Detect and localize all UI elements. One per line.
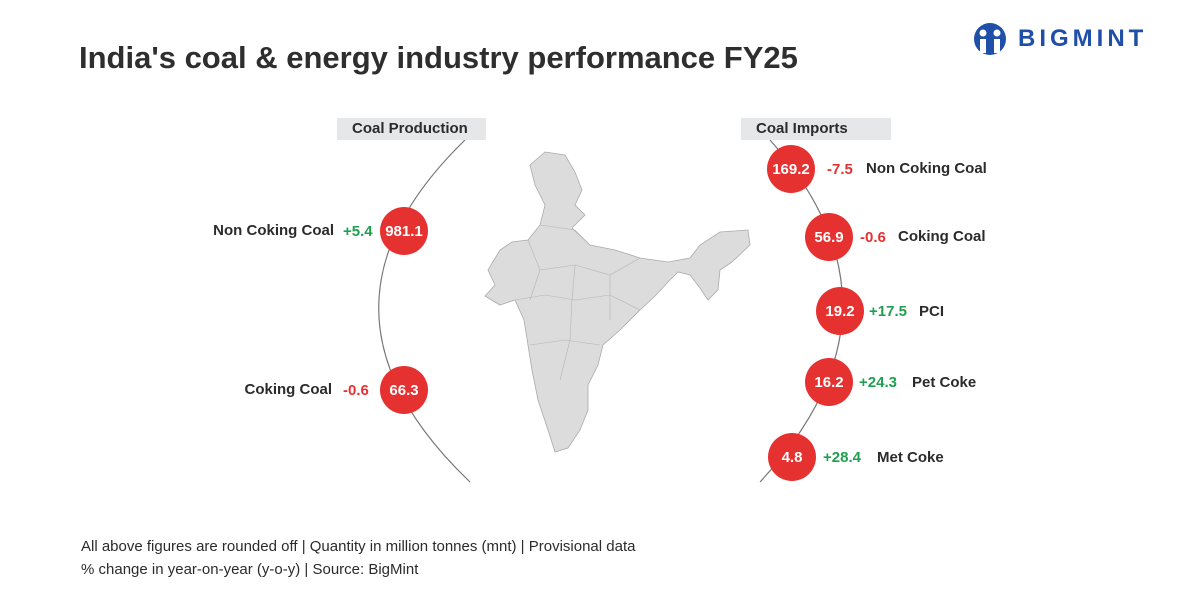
- production-change: +5.4: [343, 223, 373, 240]
- imports-change: +24.3: [859, 374, 897, 391]
- imports-value-bubble: 169.2: [767, 145, 815, 193]
- imports-value-bubble: 16.2: [805, 358, 853, 406]
- coal-imports-header: Coal Imports: [741, 118, 891, 140]
- imports-label: Met Coke: [877, 449, 944, 466]
- imports-change: -7.5: [827, 161, 853, 178]
- imports-label: PCI: [919, 303, 945, 320]
- page-title: India's coal & energy industry performan…: [79, 40, 798, 75]
- imports-value-bubble: 4.8: [768, 433, 816, 481]
- production-change: -0.6: [343, 382, 369, 399]
- footer-source: % change in year-on-year (y-o-y) | Sourc…: [81, 561, 419, 578]
- imports-change: -0.6: [860, 229, 886, 246]
- state-borders: [514, 224, 641, 381]
- imports-label: Pet Coke: [912, 374, 977, 391]
- production-label: Non Coking Coal: [213, 222, 334, 239]
- production-value-bubble: 66.3: [380, 366, 428, 414]
- imports-label: Coking Coal: [898, 228, 986, 245]
- imports-label: Non Coking Coal: [866, 160, 987, 177]
- production-arc: [378, 139, 471, 483]
- bigmint-logo: BIGMINT: [972, 22, 1147, 56]
- coal-production-header: Coal Production: [337, 118, 486, 140]
- imports-change: +17.5: [869, 303, 907, 320]
- india-map: [484, 151, 751, 453]
- imports-value-bubble: 56.9: [805, 213, 853, 261]
- logo-text: BIGMINT: [1018, 25, 1148, 52]
- footer-note: All above figures are rounded off | Quan…: [81, 538, 636, 555]
- imports-value-bubble: 19.2: [816, 287, 864, 335]
- production-label: Coking Coal: [244, 381, 332, 398]
- imports-change: +28.4: [823, 449, 861, 466]
- bigmint-logo-icon: [974, 23, 1006, 55]
- production-value-bubble: 981.1: [380, 207, 428, 255]
